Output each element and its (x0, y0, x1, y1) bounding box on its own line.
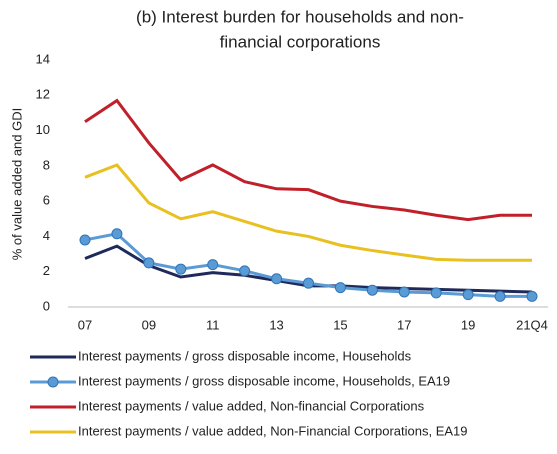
y-tick-label: 4 (43, 228, 50, 243)
legend-label: Interest payments / value added, Non-Fin… (78, 423, 468, 438)
legend-label: Interest payments / value added, Non-fin… (78, 398, 425, 413)
point (79, 234, 91, 246)
x-tick-label: 11 (206, 317, 220, 332)
y-tick-label: 10 (36, 122, 50, 137)
point (366, 284, 378, 296)
y-tick-label: 12 (36, 87, 50, 102)
point (207, 259, 219, 271)
point (239, 265, 251, 277)
point (494, 290, 506, 302)
point (462, 289, 474, 301)
chart-title: financial corporations (220, 32, 381, 51)
y-tick-label: 6 (43, 193, 50, 208)
y-tick-label: 2 (43, 263, 50, 278)
point (334, 282, 346, 294)
point (271, 273, 283, 285)
y-tick-label: 8 (43, 157, 50, 172)
point (111, 228, 123, 240)
x-tick-label: 17 (397, 317, 411, 332)
y-tick-label: 14 (36, 51, 50, 66)
chart-title: (b) Interest burden for households and n… (136, 7, 464, 26)
series-line (84, 98, 532, 222)
point (143, 257, 155, 269)
legend-label: Interest payments / gross disposable inc… (78, 348, 412, 363)
series-line (84, 163, 532, 262)
point (430, 287, 442, 299)
x-tick-label: 09 (142, 317, 156, 332)
legend-label: Interest payments / gross disposable inc… (78, 373, 450, 388)
x-tick-label: 13 (269, 317, 283, 332)
point (526, 290, 538, 302)
point (398, 286, 410, 298)
legend-marker (47, 376, 59, 388)
point (175, 263, 187, 275)
point (303, 277, 314, 289)
x-tick-label: 19 (461, 317, 475, 332)
y-tick-label: 0 (43, 298, 50, 313)
x-tick-label: 07 (78, 317, 92, 332)
x-tick-label: 15 (333, 317, 347, 332)
y-axis-label: % of value added and GDI (9, 108, 24, 261)
x-tick-label: 21Q4 (516, 317, 548, 332)
